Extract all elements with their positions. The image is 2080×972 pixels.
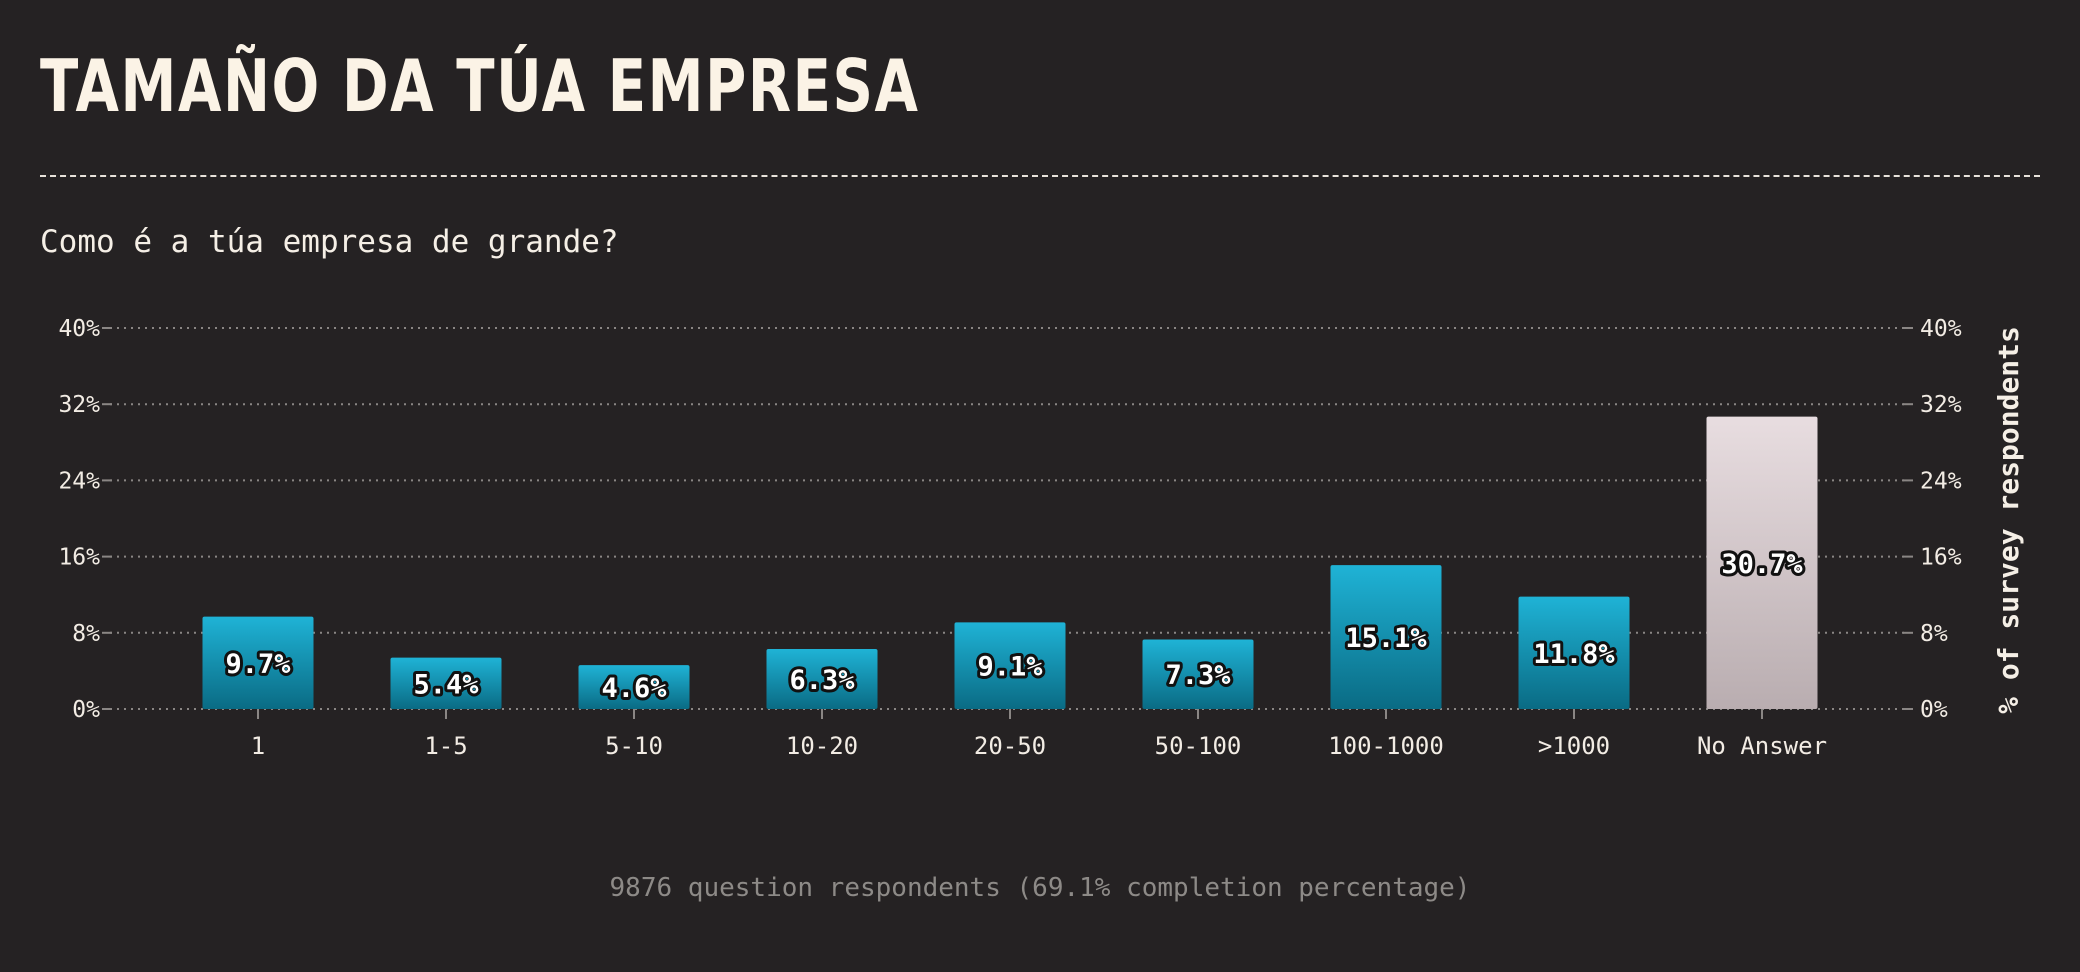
y-tick-label-right: 32%: [1920, 392, 1962, 418]
bar-0: [202, 616, 314, 709]
x-category-label: No Answer: [1697, 732, 1827, 760]
bar-6: [1330, 565, 1442, 709]
bar-value-label: 15.1%: [1345, 623, 1427, 654]
y-tick-label-right: 0%: [1920, 697, 1948, 723]
y-tick-label-right: 16%: [1920, 545, 1962, 571]
bar-4: [954, 622, 1066, 709]
title-divider: [40, 175, 2040, 177]
bar-value-label: 30.7%: [1721, 549, 1803, 580]
survey-question: Como é a túa empresa de grande?: [40, 224, 619, 260]
bar-value-label: 5.4%: [413, 669, 479, 700]
bar-1: [390, 657, 502, 709]
y-tick-label-left: 8%: [72, 621, 100, 647]
x-category-label: 5-10: [605, 732, 663, 760]
y-tick-label-left: 40%: [58, 316, 100, 342]
y-tick-label-right: 8%: [1920, 621, 1948, 647]
x-category-label: 10-20: [786, 732, 858, 760]
page-title: TAMAÑO DA TÚA EMPRESA: [40, 44, 920, 128]
bar-3: [766, 648, 878, 709]
x-category-label: 1: [251, 732, 265, 760]
bar-chart: 0% 0% 8% 8% 16% 16% 24% 24% 32% 32% 40% 40% 1 9.7% 1-5…: [58, 316, 2025, 760]
bar-5: [1142, 639, 1254, 709]
respondents-footer: 9876 question respondents (69.1% complet…: [609, 873, 1471, 903]
bar-7: [1518, 596, 1630, 709]
y-axis-label: % of survey respondents: [1992, 326, 2025, 714]
labels: 0% 0% 8% 8% 16% 16% 24% 24% 32% 32% 40% 40% 1 9.7% 1-5…: [58, 316, 1961, 760]
bar-2: [578, 665, 690, 709]
y-tick-label-right: 24%: [1920, 468, 1962, 494]
y-tick-label-left: 32%: [58, 392, 100, 418]
bars: [202, 416, 1818, 709]
x-category-label: >1000: [1538, 732, 1610, 760]
bar-value-label: 4.6%: [601, 673, 667, 704]
x-category-label: 1-5: [424, 732, 467, 760]
y-tick-label-left: 24%: [58, 468, 100, 494]
bar-no-answer: [1706, 416, 1818, 709]
x-category-label: 20-50: [974, 732, 1046, 760]
x-category-label: 100-1000: [1328, 732, 1444, 760]
y-tick-label-right: 40%: [1920, 316, 1962, 342]
bar-value-label: 11.8%: [1533, 639, 1615, 670]
y-tick-label-left: 0%: [72, 697, 100, 723]
bar-value-label: 9.1%: [977, 652, 1043, 683]
bar-value-label: 9.7%: [225, 649, 291, 680]
bar-value-label: 6.3%: [789, 665, 855, 696]
y-tick-label-left: 16%: [58, 545, 100, 571]
x-category-label: 50-100: [1155, 732, 1242, 760]
bar-value-label: 7.3%: [1165, 660, 1231, 691]
